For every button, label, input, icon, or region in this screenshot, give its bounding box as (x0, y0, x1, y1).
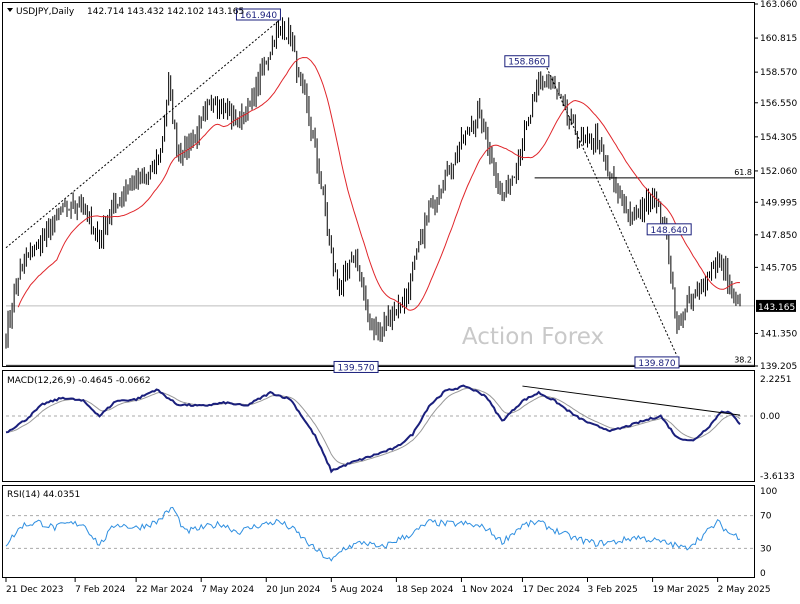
x-tick-label: 5 Aug 2024 (331, 585, 383, 595)
fib-level-label: 61.8 (734, 168, 752, 177)
macd-panel-border (2, 370, 755, 482)
macd-tick-label: 0.00 (760, 412, 780, 422)
macd-tick-label: -3.6133 (760, 472, 795, 482)
price-tick-label: 158.570 (760, 68, 797, 78)
x-tick-label: 17 Dec 2024 (522, 585, 580, 595)
macd-tick-label: 2.2251 (760, 375, 792, 385)
macd-label: MACD(12,26,9) -0.4645 -0.0662 (7, 376, 151, 386)
last-price-tag (756, 299, 796, 312)
symbol-header: USDJPY,Daily 142.714 143.432 142.102 143… (7, 7, 244, 17)
price-layer: 61.8 38.2 161.940 158.860 148.640 139.570 139.… (5, 8, 754, 373)
axis-layer: 163.060 160.815 158.570 156.550 154.305 152.0… (5, 0, 797, 595)
ohlc-open: 142.714 (87, 7, 124, 17)
rsi-tick-label: 70 (760, 512, 772, 522)
price-annotation-label: 161.940 (240, 11, 277, 21)
rsi-panel-border (2, 485, 755, 578)
price-tick-label: 156.550 (760, 99, 797, 109)
price-tick-label: 145.705 (760, 263, 797, 273)
price-annotation-label: 139.570 (337, 363, 374, 373)
price-tick-label: 163.060 (760, 0, 797, 10)
x-tick-label: 22 Mar 2024 (136, 585, 193, 595)
price-annotation-label: 139.870 (638, 359, 675, 369)
x-tick-label: 2 May 2025 (718, 585, 771, 595)
rsi-tick-label: 100 (760, 487, 777, 497)
x-tick-label: 7 Feb 2024 (75, 585, 126, 595)
x-tick-label: 19 Mar 2025 (653, 585, 710, 595)
candles (5, 17, 741, 349)
rsi-line (5, 506, 741, 562)
price-tick-label: 139.205 (760, 362, 797, 372)
symbol-arrow-icon (7, 8, 13, 12)
price-annotation-label: 158.860 (508, 58, 545, 68)
macd-main-line (5, 384, 741, 474)
watermark: Action Forex (462, 324, 604, 350)
macd-trend-line (522, 385, 741, 416)
price-tick-label: 154.305 (760, 133, 797, 143)
price-annotation-box (235, 8, 281, 21)
price-annotation-box (634, 356, 680, 369)
price-annotation-box (646, 223, 692, 236)
x-tick-label: 1 Nov 2024 (461, 585, 513, 595)
moving-average-line (17, 56, 741, 311)
ohlc-close: 143.165 (207, 7, 244, 17)
symbol-label: USDJPY,Daily (16, 7, 75, 17)
price-tick-label: 152.060 (760, 167, 797, 177)
rsi-tick-label: 30 (760, 544, 772, 554)
rsi-tick-label: 0 (760, 569, 766, 579)
price-tick-label: 143.165 (758, 303, 795, 313)
x-tick-label: 20 Jun 2024 (266, 585, 320, 595)
macd-layer: 2.2251 0.00 -3.6133 (5, 375, 795, 482)
ohlc-low: 142.102 (167, 7, 204, 17)
x-tick-label: 3 Feb 2025 (588, 585, 638, 595)
price-panel-border (2, 2, 755, 367)
x-tick-label: 7 May 2024 (201, 585, 254, 595)
ohlc-high: 143.432 (127, 7, 164, 17)
price-tick-label: 160.815 (760, 34, 797, 44)
trend-line (5, 20, 279, 249)
x-tick-label: 21 Dec 2023 (6, 585, 64, 595)
price-annotation-label: 148.640 (651, 226, 688, 236)
trend-line (546, 67, 678, 357)
x-tick-label: 18 Sep 2024 (396, 585, 453, 595)
price-annotation-box (504, 55, 550, 68)
rsi-label: RSI(14) 44.0351 (7, 490, 80, 500)
fib-level-label: 38.2 (734, 355, 752, 364)
price-annotation-box (333, 360, 379, 373)
price-tick-label: 149.995 (760, 198, 797, 208)
price-tick-label: 147.850 (760, 231, 797, 241)
price-tick-label: 141.350 (760, 329, 797, 339)
rsi-layer: 100 70 30 0 (5, 487, 777, 579)
